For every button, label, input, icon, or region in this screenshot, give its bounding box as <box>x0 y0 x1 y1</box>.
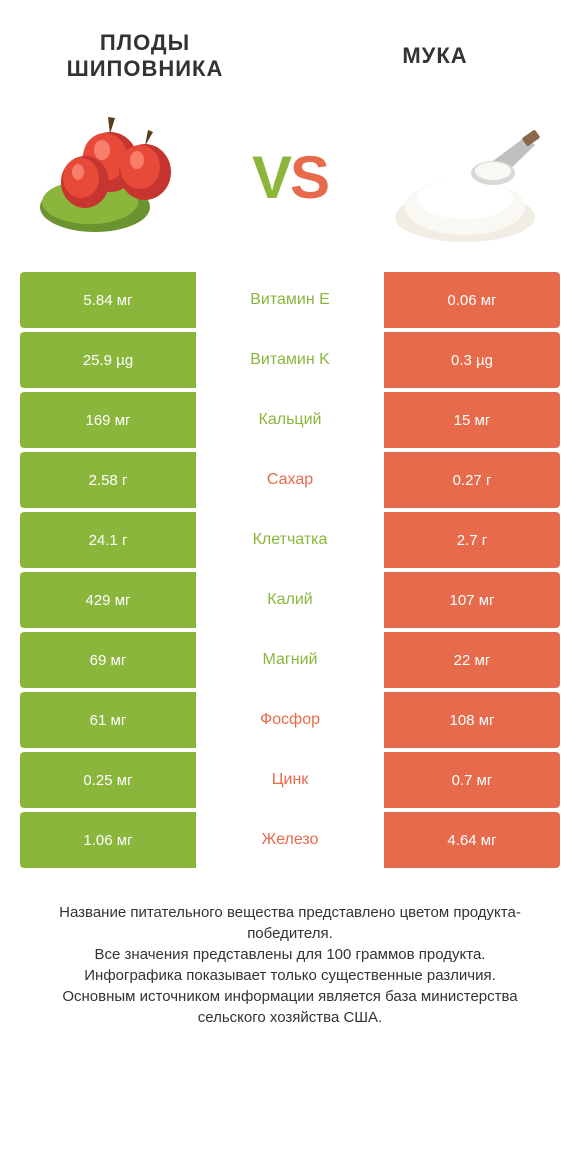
images-row: VS <box>0 92 580 272</box>
left-product-title: ПЛОДЫ ШИПОВНИКА <box>30 30 260 82</box>
footer-line: Все значения представлены для 100 граммо… <box>30 944 550 965</box>
footer-notes: Название питательного вещества представл… <box>0 872 580 1028</box>
table-row: 2.58 гСахар0.27 г <box>20 452 560 508</box>
footer-line: Основным источником информации является … <box>30 986 550 1028</box>
right-product-image <box>380 102 550 252</box>
left-value-cell: 0.25 мг <box>20 752 196 808</box>
nutrient-label: Калий <box>196 572 384 628</box>
right-value-cell: 107 мг <box>384 572 560 628</box>
nutrient-label: Витамин K <box>196 332 384 388</box>
nutrient-label: Цинк <box>196 752 384 808</box>
right-product-title: МУКА <box>320 43 550 69</box>
nutrient-label: Витамин Е <box>196 272 384 328</box>
nutrient-label: Кальций <box>196 392 384 448</box>
comparison-table: 5.84 мгВитамин Е0.06 мг25.9 µgВитамин K0… <box>0 272 580 872</box>
left-value-cell: 2.58 г <box>20 452 196 508</box>
nutrient-label: Магний <box>196 632 384 688</box>
table-row: 1.06 мгЖелезо4.64 мг <box>20 812 560 868</box>
table-row: 169 мгКальций15 мг <box>20 392 560 448</box>
left-value-cell: 429 мг <box>20 572 196 628</box>
nutrient-label: Железо <box>196 812 384 868</box>
right-value-cell: 22 мг <box>384 632 560 688</box>
table-row: 429 мгКалий107 мг <box>20 572 560 628</box>
left-value-cell: 69 мг <box>20 632 196 688</box>
footer-line: Инфографика показывает только существенн… <box>30 965 550 986</box>
table-row: 0.25 мгЦинк0.7 мг <box>20 752 560 808</box>
right-value-cell: 2.7 г <box>384 512 560 568</box>
nutrient-label: Сахар <box>196 452 384 508</box>
right-value-cell: 0.3 µg <box>384 332 560 388</box>
right-value-cell: 15 мг <box>384 392 560 448</box>
left-value-cell: 61 мг <box>20 692 196 748</box>
right-value-cell: 4.64 мг <box>384 812 560 868</box>
table-row: 24.1 гКлетчатка2.7 г <box>20 512 560 568</box>
nutrient-label: Фосфор <box>196 692 384 748</box>
left-value-cell: 169 мг <box>20 392 196 448</box>
table-row: 5.84 мгВитамин Е0.06 мг <box>20 272 560 328</box>
right-value-cell: 0.7 мг <box>384 752 560 808</box>
right-value-cell: 0.27 г <box>384 452 560 508</box>
table-row: 25.9 µgВитамин K0.3 µg <box>20 332 560 388</box>
footer-line: Название питательного вещества представл… <box>30 902 550 944</box>
left-value-cell: 25.9 µg <box>20 332 196 388</box>
left-value-cell: 5.84 мг <box>20 272 196 328</box>
nutrient-label: Клетчатка <box>196 512 384 568</box>
header: ПЛОДЫ ШИПОВНИКА МУКА <box>0 0 580 92</box>
vs-label: VS <box>252 143 328 212</box>
right-value-cell: 0.06 мг <box>384 272 560 328</box>
table-row: 61 мгФосфор108 мг <box>20 692 560 748</box>
right-value-cell: 108 мг <box>384 692 560 748</box>
table-row: 69 мгМагний22 мг <box>20 632 560 688</box>
vs-v: V <box>252 144 290 211</box>
vs-s: S <box>290 144 328 211</box>
left-value-cell: 1.06 мг <box>20 812 196 868</box>
left-value-cell: 24.1 г <box>20 512 196 568</box>
left-product-image <box>30 102 200 252</box>
